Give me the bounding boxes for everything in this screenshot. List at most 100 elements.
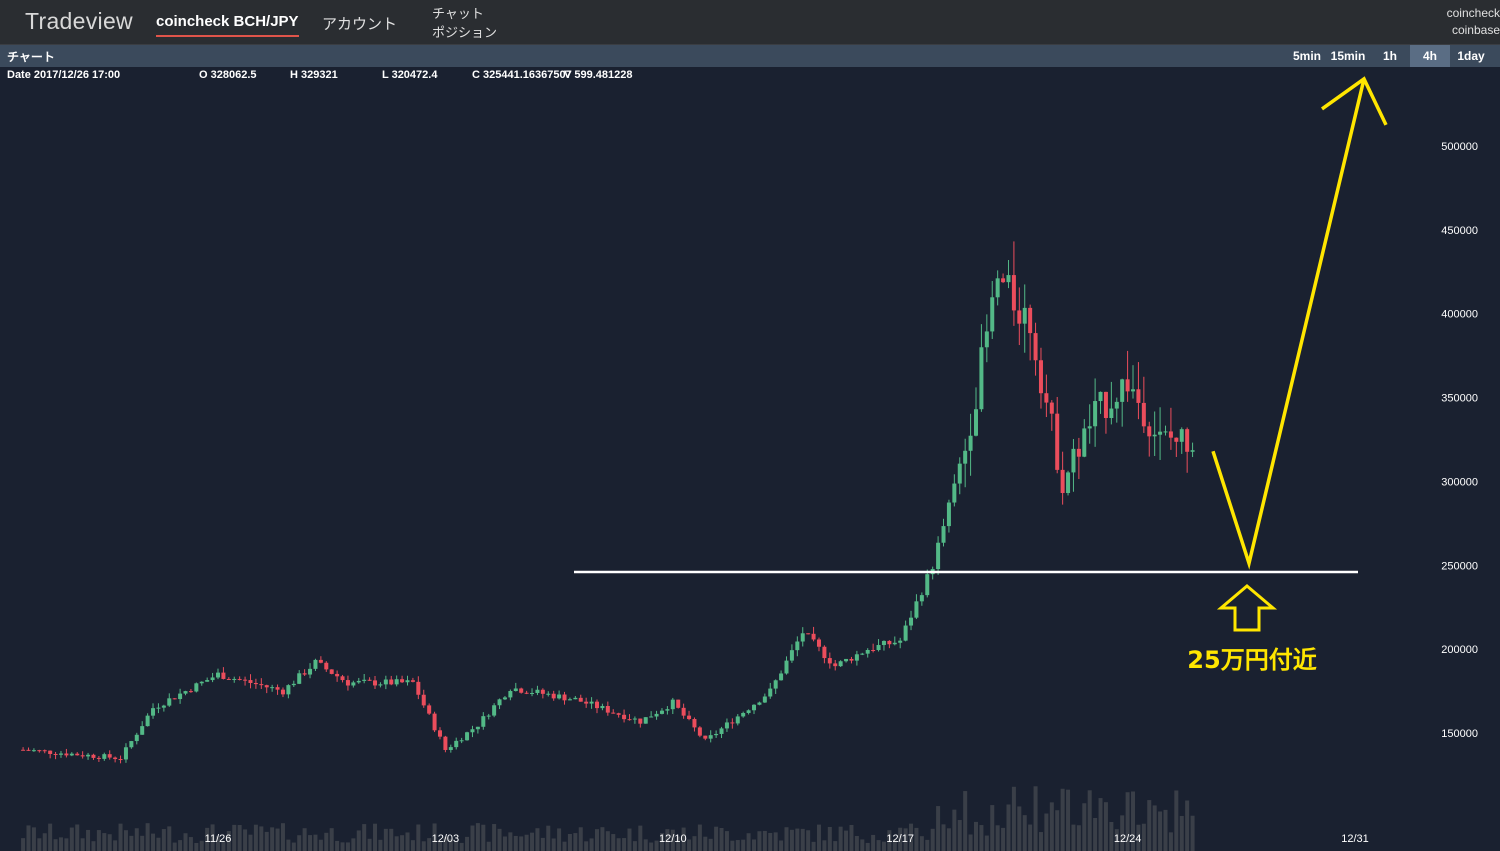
timeframe-1day[interactable]: 1day <box>1457 49 1485 63</box>
candle-body <box>465 732 470 741</box>
candle-body <box>486 715 491 717</box>
candle-body <box>188 691 193 693</box>
volume-bar <box>221 841 226 851</box>
candle-body <box>952 483 957 503</box>
volume-bar <box>427 838 432 851</box>
candle-body <box>622 714 627 720</box>
candle-body <box>1141 402 1146 427</box>
candle-body <box>448 747 453 750</box>
volume-bar <box>692 836 697 851</box>
timeframe-4h[interactable]: 4h <box>1410 45 1450 67</box>
volume-bar <box>1114 829 1119 851</box>
chart-toolbar: チャート 5min 15min 1h 4h 1day <box>0 45 1500 67</box>
volume-bar <box>389 828 394 851</box>
volume-bar <box>378 839 383 851</box>
candle-body <box>427 705 432 714</box>
candle-body <box>291 683 296 686</box>
volume-bar <box>567 833 572 851</box>
candle-body <box>400 679 405 683</box>
volume-bar <box>75 824 80 851</box>
volume-bar <box>492 824 497 851</box>
volume-bar <box>53 839 58 851</box>
menu-chat[interactable]: チャット <box>432 6 484 21</box>
candle-body <box>530 693 535 695</box>
brand-logo[interactable]: Tradeview <box>25 8 133 34</box>
volume-bar <box>161 829 166 851</box>
exchange-coinbase[interactable]: coinbase <box>1451 23 1500 37</box>
volume-bar <box>649 842 654 851</box>
volume-bar <box>410 840 415 851</box>
candle-body <box>735 716 740 724</box>
candle-body <box>914 601 919 618</box>
volume-bar <box>1158 811 1163 851</box>
volume-bar <box>405 832 410 851</box>
volume-bar <box>270 827 275 851</box>
candle-body <box>903 625 908 641</box>
candle-body <box>383 679 388 685</box>
candle-body <box>1076 448 1081 457</box>
candle-body <box>37 750 42 752</box>
candle-body <box>519 688 524 693</box>
candle-body <box>979 347 984 410</box>
volume-bar <box>898 827 903 851</box>
candle-body <box>178 693 183 700</box>
volume-bar <box>123 830 128 851</box>
volume-bar <box>416 824 421 851</box>
timeframe-1h[interactable]: 1h <box>1382 49 1397 63</box>
candle-body <box>362 679 367 681</box>
volume-bar <box>373 823 378 851</box>
price-axis: 150000 200000 250000 300000 350000 400000 4500… <box>1441 141 1478 740</box>
volume-bar <box>237 825 242 851</box>
volume-bar <box>665 829 670 851</box>
menu-position[interactable]: ポジション <box>432 25 498 40</box>
volume-bar <box>394 836 399 851</box>
candle-body <box>313 659 318 669</box>
candle-body <box>470 729 475 733</box>
volume-bar <box>600 827 605 851</box>
volume-bar <box>990 805 995 851</box>
timeframe-5min[interactable]: 5min <box>1292 49 1321 63</box>
volume-bar <box>849 824 854 851</box>
volume-bar <box>1087 790 1092 851</box>
candle-body <box>416 681 421 695</box>
candle-body <box>567 699 572 701</box>
exchange-list: coincheck coinbase <box>1447 5 1500 39</box>
volume-bar <box>1093 818 1098 851</box>
candle-body <box>264 685 269 688</box>
timeframe-15min[interactable]: 15min <box>1330 49 1366 63</box>
candle-body <box>183 691 188 694</box>
volume-bar <box>118 823 123 851</box>
volume-bar <box>367 838 372 851</box>
tab-pair-bch-jpy[interactable]: coincheck BCH/JPY <box>156 13 299 37</box>
candle-body <box>551 693 556 699</box>
volume-bar <box>318 839 323 851</box>
volume-bar <box>724 831 729 851</box>
candle-body <box>378 684 383 686</box>
candle-body <box>827 658 832 664</box>
tab-account[interactable]: アカウント <box>322 16 398 33</box>
volume-bar <box>605 831 610 851</box>
candle-body <box>248 680 253 683</box>
candle-body <box>946 502 951 527</box>
volume-bar <box>730 840 735 851</box>
volume-bar <box>475 823 480 851</box>
candle-body <box>1071 448 1076 473</box>
volume-bar <box>995 825 1000 851</box>
volume-bar <box>611 834 616 851</box>
volume-bar <box>302 828 307 851</box>
candle-body <box>584 701 589 704</box>
candle-body <box>226 678 231 680</box>
volume-bar <box>925 839 930 851</box>
candle-body <box>48 750 53 754</box>
candle-body <box>58 753 63 755</box>
ohlc-close: C 325441.16367507 <box>472 69 572 81</box>
candle-body <box>665 709 670 711</box>
candle-body <box>1038 360 1043 394</box>
volume-bar <box>264 831 269 851</box>
volume-bar <box>1060 788 1065 851</box>
volume-bar <box>253 824 258 851</box>
candle-body <box>96 757 101 759</box>
exchange-coincheck[interactable]: coincheck <box>1446 6 1500 20</box>
volume-bar <box>800 828 805 851</box>
